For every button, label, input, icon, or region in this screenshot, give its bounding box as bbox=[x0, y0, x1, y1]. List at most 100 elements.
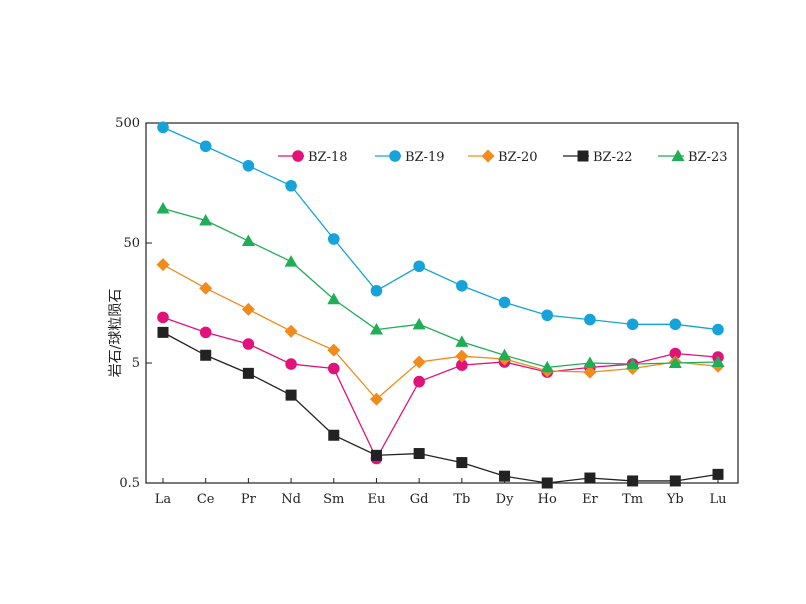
x-tick-label: Pr bbox=[241, 492, 257, 507]
data-point bbox=[327, 292, 341, 305]
legend-label: BZ-22 bbox=[593, 150, 633, 165]
legend-label: BZ-18 bbox=[308, 150, 348, 165]
data-point bbox=[456, 279, 468, 292]
data-point bbox=[157, 121, 169, 134]
x-tick-label: Er bbox=[582, 492, 598, 507]
data-point bbox=[499, 470, 511, 482]
data-point bbox=[412, 355, 426, 369]
legend-marker bbox=[481, 149, 495, 163]
legend-marker bbox=[389, 150, 401, 162]
x-tick-label: Dy bbox=[496, 492, 514, 507]
data-point bbox=[199, 213, 213, 226]
data-point bbox=[157, 326, 169, 338]
plot-border bbox=[145, 122, 739, 484]
x-tick-label: Gd bbox=[410, 492, 429, 507]
data-point bbox=[583, 356, 597, 368]
data-point bbox=[241, 302, 255, 316]
data-point bbox=[200, 349, 212, 361]
data-point bbox=[583, 365, 597, 379]
data-point bbox=[328, 429, 340, 441]
y-tick-label: 500 bbox=[115, 116, 140, 131]
x-tick-label: Ho bbox=[538, 492, 557, 507]
data-point bbox=[157, 311, 169, 324]
data-point bbox=[413, 260, 425, 273]
legend-marker bbox=[577, 150, 589, 162]
data-point bbox=[669, 318, 682, 331]
data-point bbox=[584, 313, 596, 326]
series-line bbox=[162, 264, 719, 401]
data-point bbox=[712, 323, 724, 336]
data-point bbox=[412, 317, 426, 330]
series-layer bbox=[156, 121, 725, 489]
series-bz-23 bbox=[156, 201, 725, 373]
data-point bbox=[327, 343, 341, 357]
data-point bbox=[456, 457, 468, 469]
x-tick-label: Eu bbox=[368, 492, 386, 507]
y-tick-label: 5 bbox=[132, 356, 140, 371]
series-bz-19 bbox=[157, 121, 724, 336]
x-tick-label: Lu bbox=[709, 492, 726, 507]
legend-marker bbox=[671, 149, 685, 161]
y-tick-label: 0.5 bbox=[119, 476, 140, 491]
legend-marker bbox=[292, 150, 304, 162]
data-point bbox=[156, 201, 170, 214]
data-point bbox=[284, 324, 298, 338]
x-tick-label: Yb bbox=[666, 492, 684, 507]
x-tick-label: Nd bbox=[281, 492, 301, 507]
data-point bbox=[669, 475, 681, 487]
data-point bbox=[285, 179, 297, 192]
x-tick-label: Ce bbox=[197, 492, 215, 507]
legend-item: BZ-20 bbox=[468, 149, 538, 165]
data-point bbox=[199, 326, 212, 339]
series-bz-22 bbox=[157, 326, 724, 489]
data-point bbox=[584, 472, 596, 484]
data-point bbox=[626, 318, 639, 331]
data-point bbox=[242, 367, 254, 379]
series-line bbox=[162, 126, 719, 331]
data-point bbox=[711, 355, 725, 367]
data-point bbox=[285, 389, 297, 401]
data-point bbox=[455, 335, 469, 347]
legend-item: BZ-18 bbox=[278, 150, 348, 165]
data-point bbox=[284, 255, 298, 267]
x-axis: La Ce Pr Nd Sm Eu Gd Tb Dy Ho Er Tm Yb Lu bbox=[155, 478, 727, 507]
data-point bbox=[285, 358, 297, 370]
data-point bbox=[669, 347, 682, 360]
y-axis-label: 岩石/球粒陨石 bbox=[108, 289, 124, 378]
y-axis: 500 50 5 0.5 bbox=[115, 116, 152, 491]
data-point bbox=[242, 338, 255, 350]
series-line bbox=[162, 207, 719, 369]
series-line bbox=[162, 331, 719, 484]
data-point bbox=[199, 140, 212, 153]
data-point bbox=[156, 258, 170, 272]
data-point bbox=[540, 360, 554, 373]
data-point bbox=[369, 323, 383, 335]
x-tick-label: Tm bbox=[622, 492, 643, 507]
series-line bbox=[162, 316, 719, 460]
x-tick-label: Tb bbox=[453, 492, 470, 507]
plot-frame bbox=[145, 122, 739, 484]
legend-label: BZ-20 bbox=[498, 150, 538, 165]
legend-item: BZ-22 bbox=[563, 150, 633, 165]
data-point bbox=[413, 375, 425, 388]
legend-item: BZ-19 bbox=[375, 150, 445, 165]
data-point bbox=[413, 448, 425, 460]
data-point bbox=[455, 349, 469, 363]
series-bz-20 bbox=[156, 258, 725, 406]
data-point bbox=[712, 468, 724, 480]
data-point bbox=[327, 362, 340, 375]
data-point bbox=[242, 159, 255, 172]
data-point bbox=[241, 234, 255, 246]
data-point bbox=[626, 357, 640, 370]
legend-item: BZ-23 bbox=[658, 149, 728, 165]
data-point bbox=[370, 284, 383, 297]
data-point bbox=[541, 477, 553, 489]
data-point bbox=[199, 281, 213, 295]
series-bz-18 bbox=[157, 311, 724, 465]
legend-label: BZ-19 bbox=[405, 150, 445, 165]
data-point bbox=[498, 348, 512, 361]
data-point bbox=[668, 356, 682, 368]
data-point bbox=[627, 475, 639, 487]
x-tick-label: Sm bbox=[323, 492, 344, 507]
